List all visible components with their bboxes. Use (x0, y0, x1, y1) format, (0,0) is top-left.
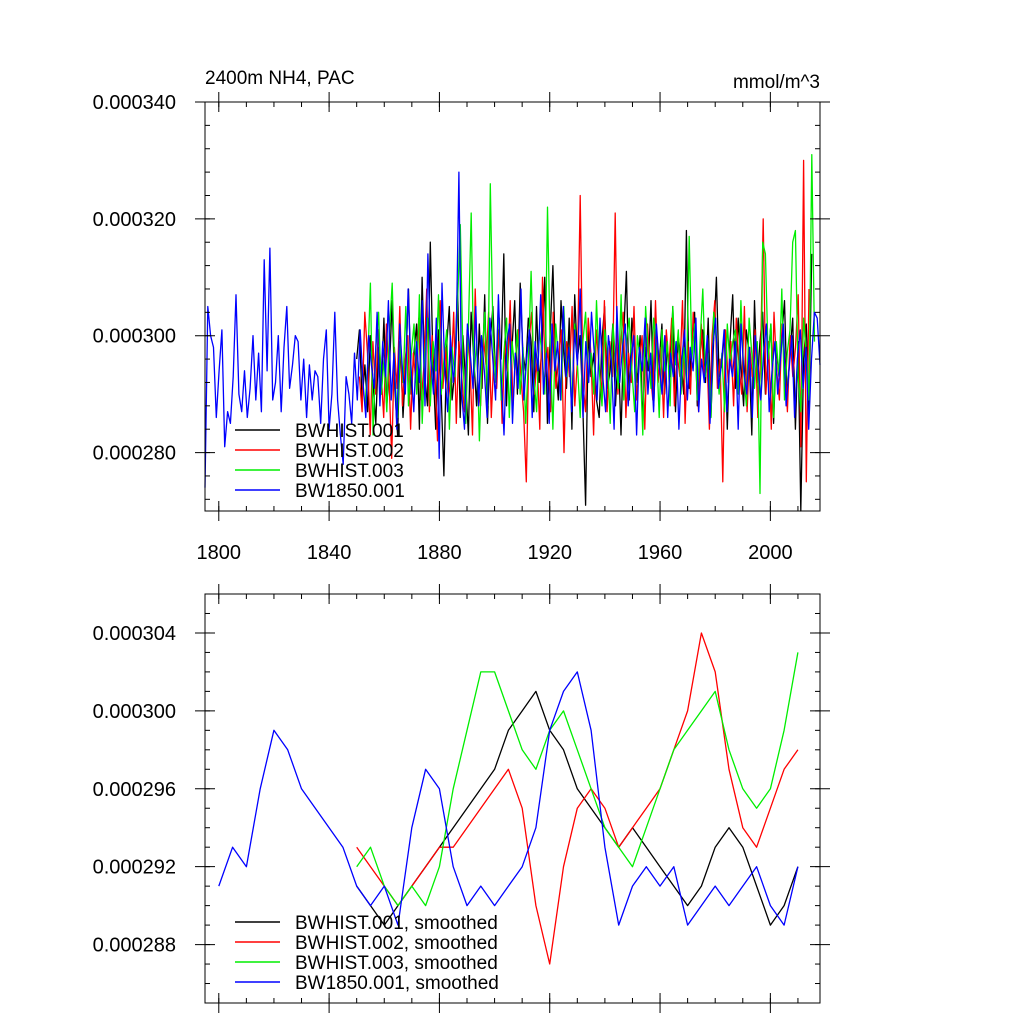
series-line-bw1850-001 (204, 171, 821, 488)
y-tick-label: 0.000288 (93, 935, 176, 957)
x-tick-label: 1800 (197, 542, 242, 564)
y-tick-label: 0.000320 (93, 209, 176, 231)
bottom-x-axis (218, 584, 799, 1013)
series-line-bwhist-002-smoothed (356, 632, 799, 965)
x-tick-label: 2000 (748, 542, 793, 564)
x-tick-label: 1880 (417, 542, 462, 564)
y-tick-label: 0.000296 (93, 779, 176, 801)
series-line-bwhist-003-smoothed (356, 652, 799, 907)
y-tick-label: 0.000304 (93, 623, 176, 645)
chart-title: 2400m NH4, PAC (205, 68, 355, 89)
legend-label: BW1850.001 (295, 481, 405, 502)
bottom-plot-frame (204, 593, 821, 1004)
x-tick-label: 1920 (527, 542, 572, 564)
bottom-chart-panel: 0.000288 0.000292 0.000296 0.000300 0.000304… (93, 584, 830, 1013)
legend-label: BWHIST.002, smoothed (295, 933, 498, 954)
y-tick-label: 0.000280 (93, 443, 176, 465)
y-tick-label: 0.000300 (93, 701, 176, 723)
legend-label: BWHIST.001 (295, 421, 404, 442)
legend-label: BWHIST.002 (295, 441, 404, 462)
legend-label: BW1850.001, smoothed (295, 973, 499, 994)
top-plot-frame (204, 101, 821, 512)
y-tick-label: 0.000300 (93, 326, 176, 348)
x-tick-label: 1960 (638, 542, 683, 564)
top-series-lines (204, 153, 821, 512)
legend-label: BWHIST.003, smoothed (295, 953, 498, 974)
bottom-series-lines (218, 632, 799, 965)
y-tick-label: 0.000340 (93, 92, 176, 114)
legend-label: BWHIST.003 (295, 461, 404, 482)
units-label: mmol/m^3 (733, 72, 820, 93)
top-chart-panel: 2400m NH4, PAC mmol/m^3 0.000280 0.000300… (93, 68, 830, 564)
series-line-bw1850-001-smoothed (218, 671, 799, 926)
y-tick-label: 0.000292 (93, 857, 176, 879)
top-x-axis: 1800 1840 1880 1920 1960 2000 (197, 92, 799, 564)
top-y-axis: 0.000280 0.000300 0.000320 0.000340 (93, 92, 830, 500)
legend-label: BWHIST.001, smoothed (295, 913, 498, 934)
x-tick-label: 1840 (307, 542, 352, 564)
bottom-y-axis: 0.000288 0.000292 0.000296 0.000300 0.000304 (93, 593, 830, 1004)
